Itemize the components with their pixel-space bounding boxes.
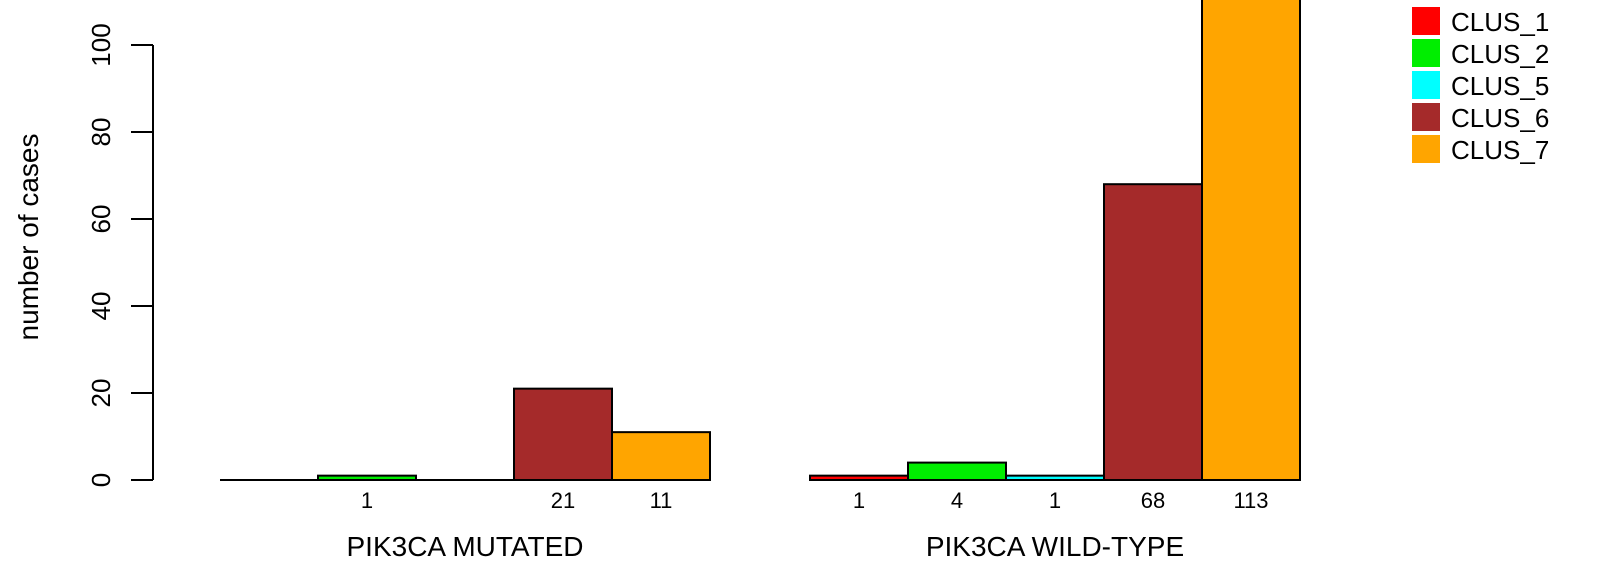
bar [907,461,1007,482]
bar [1201,0,1301,481]
data-label: 1 [853,488,865,513]
legend-swatch [1412,71,1440,99]
legend-swatch [1412,135,1440,163]
legend-swatch [1412,103,1440,131]
bars [220,0,1301,482]
bar [1103,183,1203,481]
legend-label: CLUS_5 [1451,71,1549,101]
legend-swatch [1412,7,1440,35]
bar [317,474,417,481]
data-label: 68 [1141,488,1165,513]
data-label: 1 [361,488,373,513]
data-labels: 1 21 11 1 4 1 68 113 [361,488,1269,513]
data-label: 113 [1233,488,1268,513]
y-tick-label: 100 [86,23,116,66]
y-tick-label: 40 [86,292,116,321]
bar [611,431,711,481]
y-axis-label: number of cases [13,134,44,341]
data-label: 1 [1049,488,1061,513]
legend-label: CLUS_2 [1451,39,1549,69]
data-label: 21 [551,488,575,513]
y-tick-label: 80 [86,118,116,147]
y-tick-label: 0 [86,473,116,487]
legend-label: CLUS_1 [1451,7,1549,37]
bar [1005,474,1105,481]
y-tick-label: 60 [86,205,116,234]
bar [513,387,613,481]
data-label: 11 [650,488,673,513]
y-axis: 0 20 40 60 80 100 [86,23,154,487]
legend-label: CLUS_7 [1451,135,1549,165]
group-label: PIK3CA MUTATED [346,531,583,562]
group-label: PIK3CA WILD-TYPE [926,531,1184,562]
legend-swatch [1412,39,1440,67]
data-label: 4 [951,488,963,513]
bar [809,474,909,481]
group-labels: PIK3CA MUTATED PIK3CA WILD-TYPE [346,531,1184,562]
y-tick-label: 20 [86,379,116,408]
legend-label: CLUS_6 [1451,103,1549,133]
